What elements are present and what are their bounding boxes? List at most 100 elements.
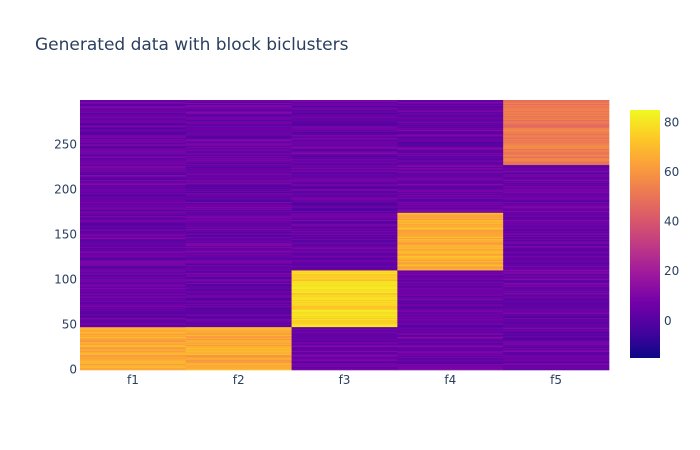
heatmap-cell bbox=[397, 184, 504, 186]
heatmap-cell bbox=[503, 255, 610, 257]
heatmap-cell bbox=[185, 166, 292, 168]
heatmap-cell bbox=[185, 100, 292, 103]
heatmap-cell bbox=[80, 148, 187, 150]
heatmap-cell bbox=[503, 238, 610, 240]
heatmap-cell bbox=[397, 208, 504, 211]
heatmap-cell bbox=[503, 259, 610, 261]
heatmap-column-f3 bbox=[291, 100, 398, 371]
heatmap-cell bbox=[503, 136, 610, 139]
heatmap-cell bbox=[397, 126, 504, 128]
heatmap-cell bbox=[80, 270, 187, 272]
y-tick-label: 100 bbox=[54, 273, 77, 287]
heatmap-cell bbox=[397, 150, 504, 152]
heatmap-cell bbox=[80, 341, 187, 343]
heatmap-cell bbox=[397, 235, 504, 238]
heatmap-cell bbox=[503, 267, 610, 269]
heatmap-cell bbox=[503, 215, 610, 217]
heatmap-cell bbox=[185, 126, 292, 128]
heatmap-cell bbox=[291, 287, 398, 289]
heatmap-cell bbox=[397, 248, 504, 250]
heatmap-cell bbox=[80, 203, 187, 205]
heatmap-cell bbox=[185, 302, 292, 304]
heatmap-cell bbox=[185, 249, 292, 251]
heatmap-cell bbox=[80, 211, 187, 213]
heatmap-cell bbox=[291, 340, 398, 342]
heatmap-cell bbox=[185, 235, 292, 237]
heatmap-cell bbox=[503, 304, 610, 306]
heatmap-cell bbox=[291, 242, 398, 244]
heatmap-cell bbox=[397, 317, 504, 319]
heatmap-cell bbox=[397, 156, 504, 158]
heatmap-cell bbox=[185, 191, 292, 193]
heatmap-cell bbox=[397, 302, 504, 304]
heatmap-cell bbox=[291, 163, 398, 165]
heatmap-cell bbox=[80, 134, 187, 136]
heatmap-cell bbox=[503, 228, 610, 230]
heatmap-cell bbox=[397, 109, 504, 111]
heatmap-cell bbox=[291, 202, 398, 204]
heatmap-cell bbox=[185, 292, 292, 294]
colorbar bbox=[630, 110, 660, 358]
heatmap-cell bbox=[185, 352, 292, 354]
heatmap-cell bbox=[80, 321, 187, 323]
heatmap-cell bbox=[185, 165, 292, 167]
heatmap-cell bbox=[80, 235, 187, 237]
heatmap-cell bbox=[80, 253, 187, 256]
heatmap-cell bbox=[503, 225, 610, 227]
heatmap-cell bbox=[397, 277, 504, 279]
heatmap-cell bbox=[291, 312, 398, 314]
heatmap-cell bbox=[185, 168, 292, 170]
heatmap-cell bbox=[397, 119, 504, 121]
heatmap-cell bbox=[185, 318, 292, 320]
colorbar-tick-label: 0 bbox=[664, 314, 672, 328]
heatmap-cell bbox=[185, 314, 292, 316]
heatmap-cell bbox=[80, 302, 187, 304]
heatmap-cell bbox=[503, 345, 610, 347]
heatmap-cell bbox=[185, 142, 292, 144]
heatmap-cell bbox=[503, 216, 610, 218]
heatmap-cell bbox=[185, 226, 292, 228]
heatmap-cell bbox=[185, 184, 292, 186]
heatmap-cell bbox=[291, 192, 398, 194]
heatmap-cell bbox=[291, 289, 398, 292]
heatmap-cell bbox=[185, 113, 292, 115]
heatmap-cell bbox=[503, 234, 610, 236]
heatmap-cell bbox=[291, 144, 398, 146]
heatmap-cell bbox=[397, 275, 504, 277]
heatmap-cell bbox=[80, 161, 187, 163]
heatmap-cell bbox=[185, 141, 292, 143]
heatmap-cell bbox=[503, 271, 610, 273]
heatmap-cell bbox=[503, 288, 610, 290]
heatmap-cell bbox=[291, 299, 398, 301]
heatmap-cell bbox=[291, 103, 398, 105]
colorbar-tick-label: 60 bbox=[664, 165, 679, 179]
heatmap-cell bbox=[397, 272, 504, 274]
heatmap-cell bbox=[397, 352, 504, 355]
heatmap-cell bbox=[291, 153, 398, 155]
heatmap-cell bbox=[397, 192, 504, 194]
heatmap-cell bbox=[503, 243, 610, 245]
heatmap-cell bbox=[503, 217, 610, 220]
heatmap-cell bbox=[291, 219, 398, 221]
heatmap-cell bbox=[185, 287, 292, 289]
heatmap-cell bbox=[397, 125, 504, 127]
heatmap-cell bbox=[397, 337, 504, 339]
heatmap-cell bbox=[503, 103, 610, 105]
heatmap-cell bbox=[80, 142, 187, 144]
heatmap-cell bbox=[80, 139, 187, 141]
heatmap-cell bbox=[291, 188, 398, 190]
heatmap-cell bbox=[291, 351, 398, 353]
heatmap-cell bbox=[185, 145, 292, 148]
heatmap-cell bbox=[185, 139, 292, 141]
heatmap-cell bbox=[80, 170, 187, 172]
heatmap-cell bbox=[80, 294, 187, 296]
heatmap-cell bbox=[503, 326, 610, 328]
heatmap-cell bbox=[397, 250, 504, 252]
heatmap-cell bbox=[80, 208, 187, 211]
heatmap-cell bbox=[503, 201, 610, 203]
heatmap-cell bbox=[185, 329, 292, 331]
heatmap-cell bbox=[185, 312, 292, 314]
heatmap-cell bbox=[503, 309, 610, 311]
heatmap-cell bbox=[80, 365, 187, 367]
heatmap-cell bbox=[185, 281, 292, 283]
